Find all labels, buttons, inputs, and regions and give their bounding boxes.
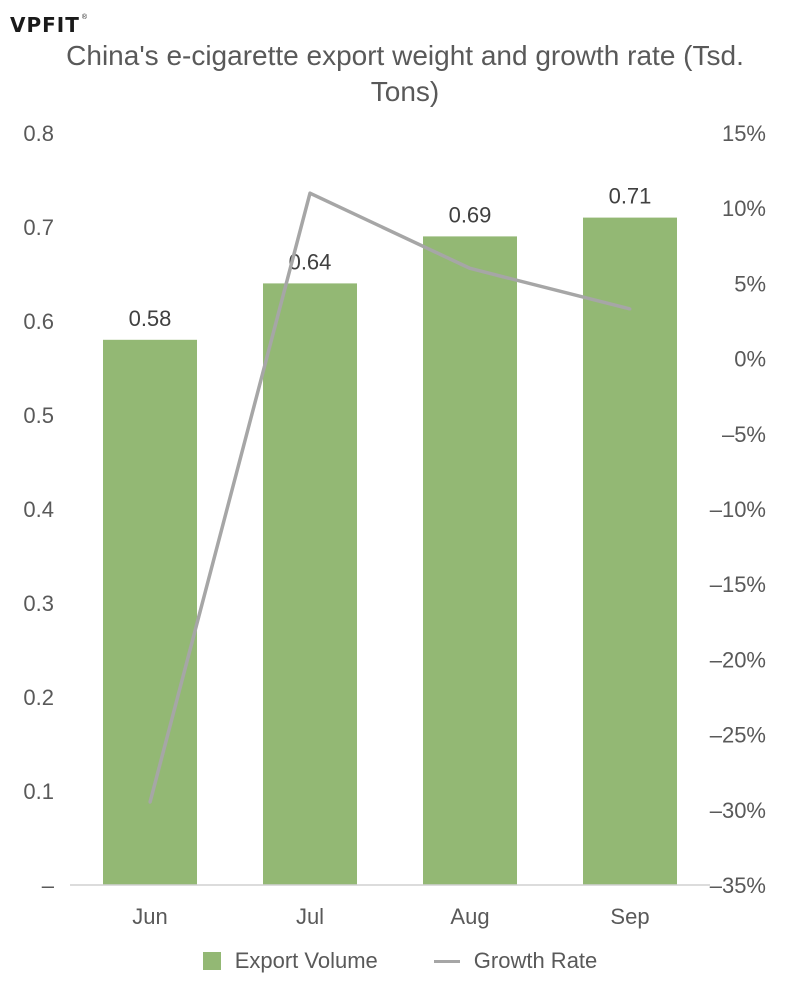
growth-rate-point: [468, 266, 472, 270]
y-right-tick-label: –10%: [710, 497, 766, 522]
chart-legend: Export Volume Growth Rate: [0, 948, 800, 974]
y-right-tick-label: 10%: [722, 196, 766, 221]
y-left-tick-label: 0.8: [23, 121, 54, 146]
legend-swatch-bar: [202, 952, 221, 970]
growth-rate-point: [148, 800, 152, 804]
x-tick-label: Sep: [610, 904, 649, 929]
y-right-tick-label: –15%: [710, 572, 766, 597]
vpfit-logo: VPFIT ®: [10, 14, 87, 36]
bar-sep: [583, 217, 677, 886]
x-tick-label: Jun: [132, 904, 167, 929]
y-right-tick-label: –35%: [710, 873, 766, 898]
legend-label-export-volume: Export Volume: [234, 948, 378, 973]
y-left-tick-label: 0.7: [23, 215, 54, 240]
y-right-tick-label: 0%: [734, 347, 766, 372]
y-left-tick-label: 0.1: [23, 779, 54, 804]
logo-registered-mark: ®: [81, 14, 88, 21]
legend-label-growth-rate: Growth Rate: [473, 948, 598, 973]
y-right-tick-label: 15%: [722, 121, 766, 146]
y-left-tick-label: 0.5: [23, 403, 54, 428]
y-right-tick-label: –5%: [722, 422, 766, 447]
growth-rate-line: [148, 191, 631, 803]
x-tick-label: Aug: [450, 904, 489, 929]
y-right-tick-label: –25%: [710, 723, 766, 748]
y-right-tick-label: –20%: [710, 647, 766, 672]
y-right-tick-label: 5%: [734, 271, 766, 296]
y-left-tick-label: 0.6: [23, 309, 54, 334]
legend-item-export-volume: Export Volume: [202, 948, 378, 974]
bar-data-label: 0.71: [609, 184, 652, 209]
bar-jun: [103, 339, 197, 885]
bar-data-label: 0.58: [129, 306, 172, 331]
bar-data-label: 0.69: [449, 202, 492, 227]
y-left-tick-label: –: [42, 873, 55, 898]
y-left-tick-label: 0.4: [23, 497, 54, 522]
legend-swatch-line: [433, 959, 460, 963]
logo-text: VPFIT: [10, 13, 80, 37]
x-tick-label: Jul: [296, 904, 324, 929]
y-left-tick-label: 0.2: [23, 685, 54, 710]
bar-aug: [423, 236, 517, 885]
bar-jul: [263, 283, 357, 885]
growth-rate-point: [308, 191, 312, 195]
y-right-tick-label: –30%: [710, 798, 766, 823]
growth-rate-point: [628, 307, 632, 311]
y-left-tick-label: 0.3: [23, 591, 54, 616]
legend-item-growth-rate: Growth Rate: [433, 948, 598, 974]
chart-title: China's e-cigarette export weight and gr…: [66, 40, 744, 107]
